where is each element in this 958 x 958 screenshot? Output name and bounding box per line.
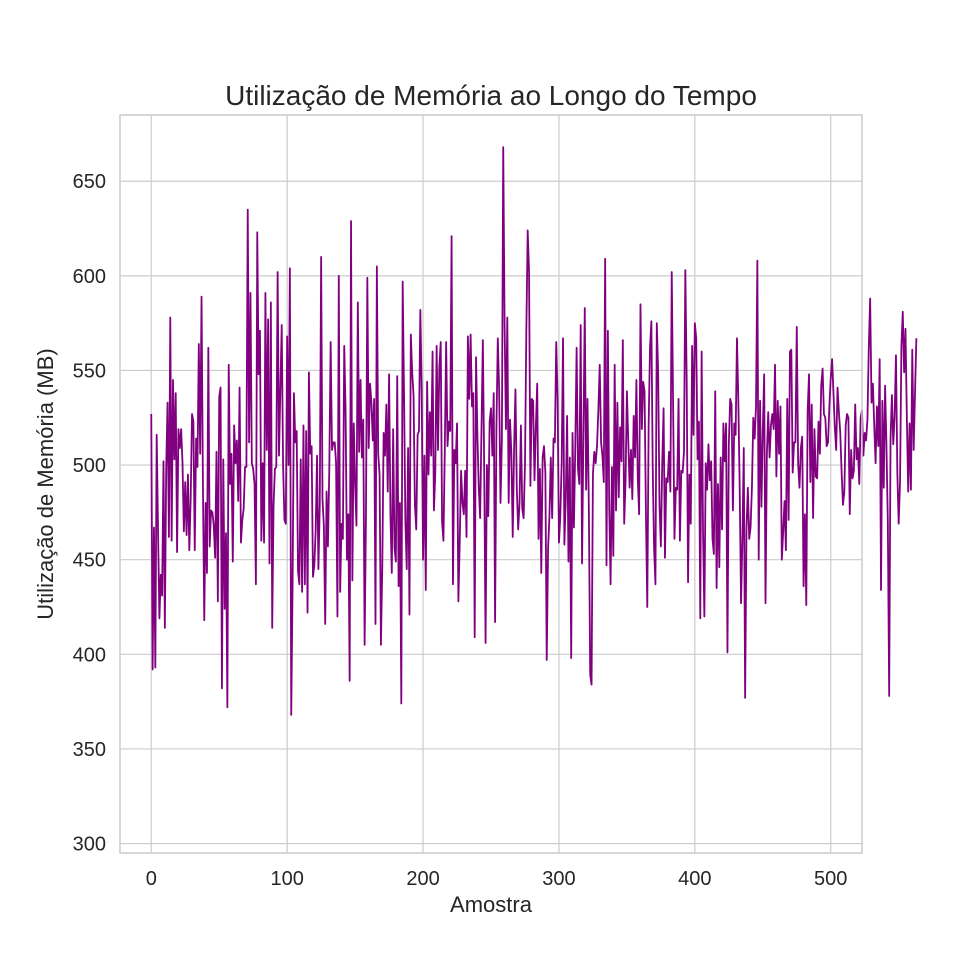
y-tick-label: 650 [73, 171, 106, 193]
series-layer [150, 146, 918, 716]
chart-title: Utilização de Memória ao Longo do Tempo [225, 80, 757, 111]
x-axis-label: Amostra [450, 892, 533, 917]
y-tick-label: 400 [73, 644, 106, 666]
x-tick-label: 100 [270, 868, 303, 890]
y-tick-label: 300 [73, 834, 106, 856]
y-tick-label: 550 [73, 360, 106, 382]
x-tick-label: 500 [814, 868, 847, 890]
x-tick-label: 0 [146, 868, 157, 890]
tick-labels: 0 100 200 300 400 500 300 350 400 450 500 550 600 650 [73, 171, 848, 890]
y-axis-label: Utilização de Memória (MB) [33, 348, 58, 619]
x-tick-label: 300 [542, 868, 575, 890]
x-tick-label: 200 [406, 868, 439, 890]
y-tick-label: 500 [73, 455, 106, 477]
x-tick-label: 400 [678, 868, 711, 890]
memory-usage-line [150, 146, 918, 716]
plot-frame [119, 114, 863, 854]
y-tick-label: 350 [73, 739, 106, 761]
y-tick-label: 600 [73, 266, 106, 288]
y-tick-label: 450 [73, 550, 106, 572]
